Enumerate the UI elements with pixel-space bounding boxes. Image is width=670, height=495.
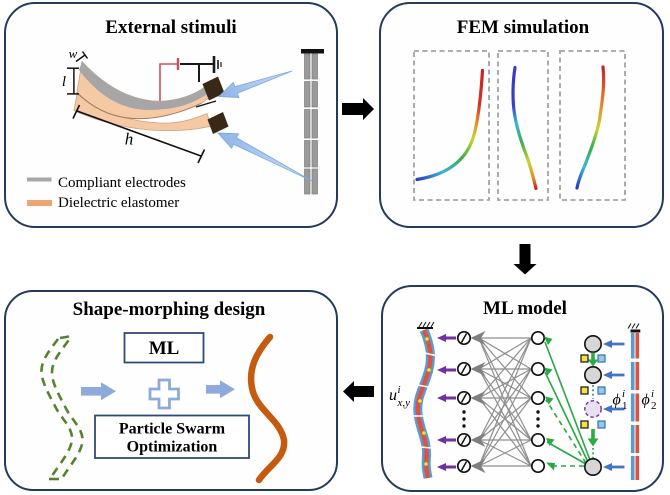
svg-text:i: i (622, 388, 625, 400)
svg-text:ϕ: ϕ (642, 392, 650, 409)
svg-text:ML: ML (149, 338, 180, 359)
svg-text:2: 2 (651, 400, 657, 412)
svg-text:1: 1 (622, 400, 628, 412)
svg-text:Dielectric elastomer: Dielectric elastomer (58, 195, 179, 211)
svg-text:FEM simulation: FEM simulation (457, 17, 590, 38)
svg-text:h: h (125, 130, 134, 149)
svg-text:External stimuli: External stimuli (105, 17, 236, 38)
svg-text:x,y: x,y (397, 397, 411, 409)
svg-text:i: i (398, 384, 401, 396)
svg-text:Particle Swarm: Particle Swarm (119, 421, 226, 438)
svg-text:Optimization: Optimization (127, 439, 218, 456)
svg-text:Shape-morphing design: Shape-morphing design (73, 299, 266, 320)
svg-text:i: i (651, 388, 654, 400)
svg-text:ϕ: ϕ (613, 392, 621, 409)
svg-text:u: u (389, 387, 397, 404)
svg-text:Compliant electrodes: Compliant electrodes (58, 175, 186, 191)
svg-text:l: l (62, 74, 66, 90)
svg-text:w: w (69, 46, 78, 61)
svg-text:ML model: ML model (483, 298, 567, 319)
